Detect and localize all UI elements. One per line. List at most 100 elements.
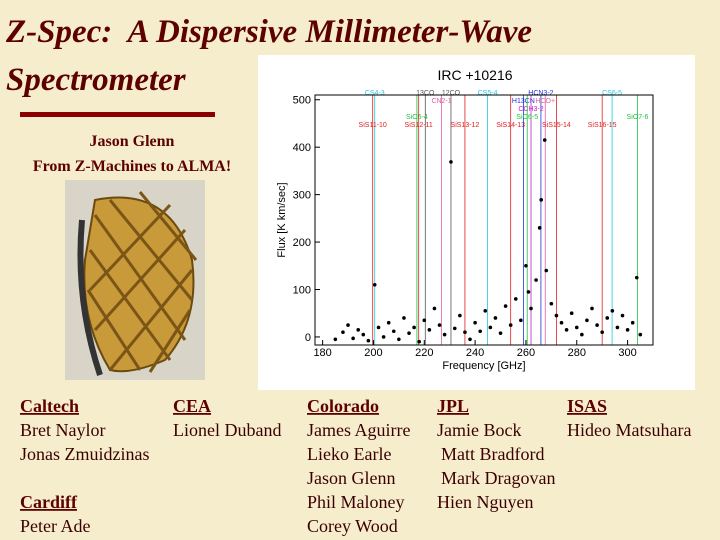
y-tick-label: 0 <box>305 332 311 344</box>
data-point <box>524 263 528 268</box>
data-point <box>333 337 338 342</box>
data-point <box>412 325 416 330</box>
y-tick-label: 100 <box>293 284 311 296</box>
x-tick-label: 240 <box>466 347 484 359</box>
line-label: SiS12-11 <box>405 122 433 129</box>
data-point <box>634 275 639 280</box>
data-point <box>361 332 366 337</box>
data-point <box>402 316 406 320</box>
data-point <box>437 323 442 327</box>
line-label: SiO7-6 <box>627 114 649 121</box>
x-tick-label: 200 <box>364 347 382 359</box>
data-point <box>605 316 610 320</box>
photo <box>65 180 205 380</box>
line-label: HCN3-2 <box>528 90 553 97</box>
group-heading: Colorado <box>307 396 379 416</box>
line-label: HCO+ <box>535 98 555 105</box>
data-point <box>526 290 531 294</box>
data-point <box>442 332 447 337</box>
group-heading: ISAS <box>567 396 607 416</box>
data-point <box>638 332 643 337</box>
data-point <box>473 320 477 325</box>
line-label: CCH3-2 <box>518 106 543 113</box>
line-label: CS6-5 <box>602 90 622 97</box>
group-heading: CEA <box>173 396 211 416</box>
data-point <box>341 330 345 334</box>
data-point <box>630 320 635 325</box>
x-axis-label: Frequency [GHz] <box>442 360 525 372</box>
y-tick-label: 500 <box>293 95 311 107</box>
line-label: 12CO <box>442 90 461 97</box>
group-heading: Caltech <box>20 396 79 416</box>
data-point <box>458 313 462 318</box>
data-point <box>351 336 355 341</box>
data-point <box>600 330 604 334</box>
data-point <box>391 329 396 334</box>
data-point <box>498 331 503 335</box>
data-point <box>595 323 599 327</box>
data-point <box>483 309 488 313</box>
member-name: Hideo Matsuhara <box>567 420 691 440</box>
data-point <box>590 306 594 311</box>
line-label: SiS14-13 <box>496 122 525 129</box>
line-label: SiO6-5 <box>516 114 538 121</box>
member-name: Lionel Duband <box>173 420 281 440</box>
line-label: SiS13-12 <box>451 122 480 129</box>
data-point <box>508 323 513 327</box>
data-point <box>564 328 569 332</box>
x-tick-label: 260 <box>517 347 535 359</box>
line-label: SiO5-4 <box>406 114 428 121</box>
data-point <box>381 335 386 339</box>
chart-panel: IRC +10216 Frequency [GHz] Flux [K km/sec]… <box>258 55 695 390</box>
data-point <box>346 323 350 327</box>
data-point <box>422 318 427 323</box>
data-point <box>585 318 589 323</box>
data-point <box>449 160 453 164</box>
data-point <box>542 138 547 142</box>
title-line: Spectrometer <box>6 62 187 98</box>
data-point <box>356 328 361 332</box>
member-name: James Aguirre <box>307 420 410 440</box>
data-point <box>407 331 411 335</box>
chart-background <box>258 55 695 390</box>
line-label: SiS11-10 <box>359 122 387 129</box>
data-point <box>427 328 432 332</box>
data-point <box>534 278 538 282</box>
member-name: Bret Naylor <box>20 420 105 440</box>
data-point <box>519 318 523 323</box>
member-name: Corey Wood <box>307 516 398 536</box>
data-point <box>386 320 391 325</box>
data-point <box>580 332 584 337</box>
data-point <box>488 325 493 330</box>
data-point <box>503 304 508 308</box>
data-point <box>468 337 472 342</box>
line-label: 13CO <box>416 90 435 97</box>
data-point <box>397 337 401 342</box>
data-point <box>544 268 549 273</box>
x-tick-label: 220 <box>415 347 433 359</box>
data-point <box>615 325 620 330</box>
line-label: SiS16-15 <box>588 122 617 129</box>
member-name: Hien Nguyen <box>437 492 533 512</box>
line-label: CS5-4 <box>478 90 498 97</box>
data-point <box>539 198 543 202</box>
data-point <box>493 316 498 320</box>
data-point <box>372 282 377 287</box>
data-point <box>452 326 457 331</box>
data-point <box>610 309 615 313</box>
data-point <box>463 330 467 334</box>
data-point <box>574 325 579 330</box>
data-point <box>554 313 559 318</box>
member-name: Jamie Bock <box>437 420 521 440</box>
group-heading: Cardiff <box>20 492 78 512</box>
data-point <box>625 328 630 332</box>
data-point <box>559 320 564 325</box>
member-name: Lieko Earle <box>307 444 391 464</box>
data-point <box>366 338 371 343</box>
data-point <box>549 301 554 306</box>
line-label: SiS15-14 <box>542 122 571 129</box>
member-name: Jason Glenn <box>307 468 396 488</box>
line-label: H13CN <box>512 98 535 105</box>
x-tick-label: 180 <box>313 347 331 359</box>
